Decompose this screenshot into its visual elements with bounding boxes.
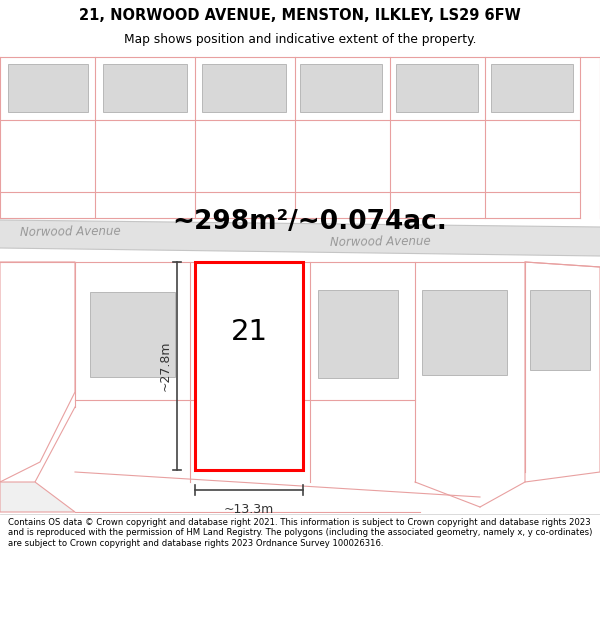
Bar bbox=[422, 290, 507, 375]
Bar bbox=[202, 64, 286, 112]
Text: ~27.8m: ~27.8m bbox=[159, 341, 172, 391]
Bar bbox=[491, 64, 573, 112]
Polygon shape bbox=[0, 482, 75, 512]
Text: Map shows position and indicative extent of the property.: Map shows position and indicative extent… bbox=[124, 32, 476, 46]
Bar bbox=[8, 64, 88, 112]
Text: 21: 21 bbox=[230, 318, 268, 346]
Bar bbox=[90, 292, 175, 377]
Text: Norwood Avenue: Norwood Avenue bbox=[330, 235, 431, 249]
Bar bbox=[300, 64, 382, 112]
Text: Contains OS data © Crown copyright and database right 2021. This information is : Contains OS data © Crown copyright and d… bbox=[8, 518, 592, 548]
Bar bbox=[103, 64, 187, 112]
Text: ~298m²/~0.074ac.: ~298m²/~0.074ac. bbox=[173, 209, 448, 235]
Bar bbox=[530, 290, 590, 370]
Polygon shape bbox=[0, 220, 600, 256]
Bar bbox=[195, 262, 303, 470]
Text: 21, NORWOOD AVENUE, MENSTON, ILKLEY, LS29 6FW: 21, NORWOOD AVENUE, MENSTON, ILKLEY, LS2… bbox=[79, 8, 521, 23]
Text: Norwood Avenue: Norwood Avenue bbox=[20, 225, 121, 239]
Bar bbox=[195, 290, 295, 380]
Bar bbox=[318, 290, 398, 378]
Text: ~13.3m: ~13.3m bbox=[224, 503, 274, 516]
Bar bbox=[396, 64, 478, 112]
